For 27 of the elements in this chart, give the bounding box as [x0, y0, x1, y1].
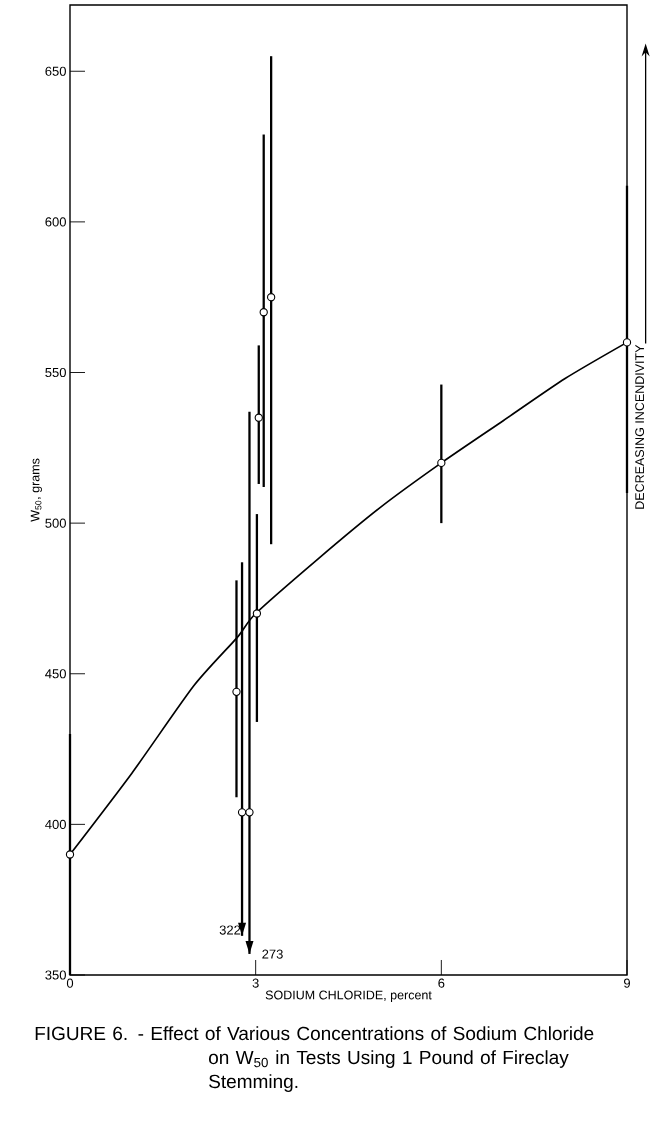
y-tick-label: 650 — [45, 66, 66, 76]
x-tick-label: 3 — [252, 978, 259, 988]
point — [266, 293, 276, 302]
point — [254, 413, 263, 422]
point — [437, 458, 446, 468]
point — [232, 687, 241, 696]
y-tick-label: 600 — [45, 217, 66, 227]
x-tick-label: 0 — [66, 978, 74, 988]
point — [237, 808, 247, 817]
point — [252, 609, 262, 618]
annotation: 273 — [262, 949, 283, 959]
y-tick-label: 350 — [45, 970, 66, 980]
point — [65, 850, 75, 859]
text: DECREASING INCENDIVITY — [635, 344, 645, 509]
point — [259, 308, 268, 317]
point — [245, 808, 254, 817]
x-tick-label: 6 — [438, 978, 445, 988]
point — [622, 338, 632, 347]
y-axis-title: W$_{50}$, grams — [30, 458, 42, 522]
y-tick-label: 450 — [45, 669, 66, 679]
y-tick-label: 500 — [45, 518, 66, 528]
x-tick-label: 9 — [623, 978, 630, 988]
text: FIGURE 6. - Effect of Various Concentrations of Sodium Chloride on W$_{50}$ in Tests Using 1 Pound of Fireclay Stemming. — [35, 1026, 594, 1092]
y-tick-label: 550 — [45, 367, 66, 378]
x-axis-title: SODIUM CHLORIDE, percent — [265, 990, 432, 1002]
y-tick-label: 400 — [45, 819, 66, 829]
annotation: 322 — [219, 925, 241, 935]
